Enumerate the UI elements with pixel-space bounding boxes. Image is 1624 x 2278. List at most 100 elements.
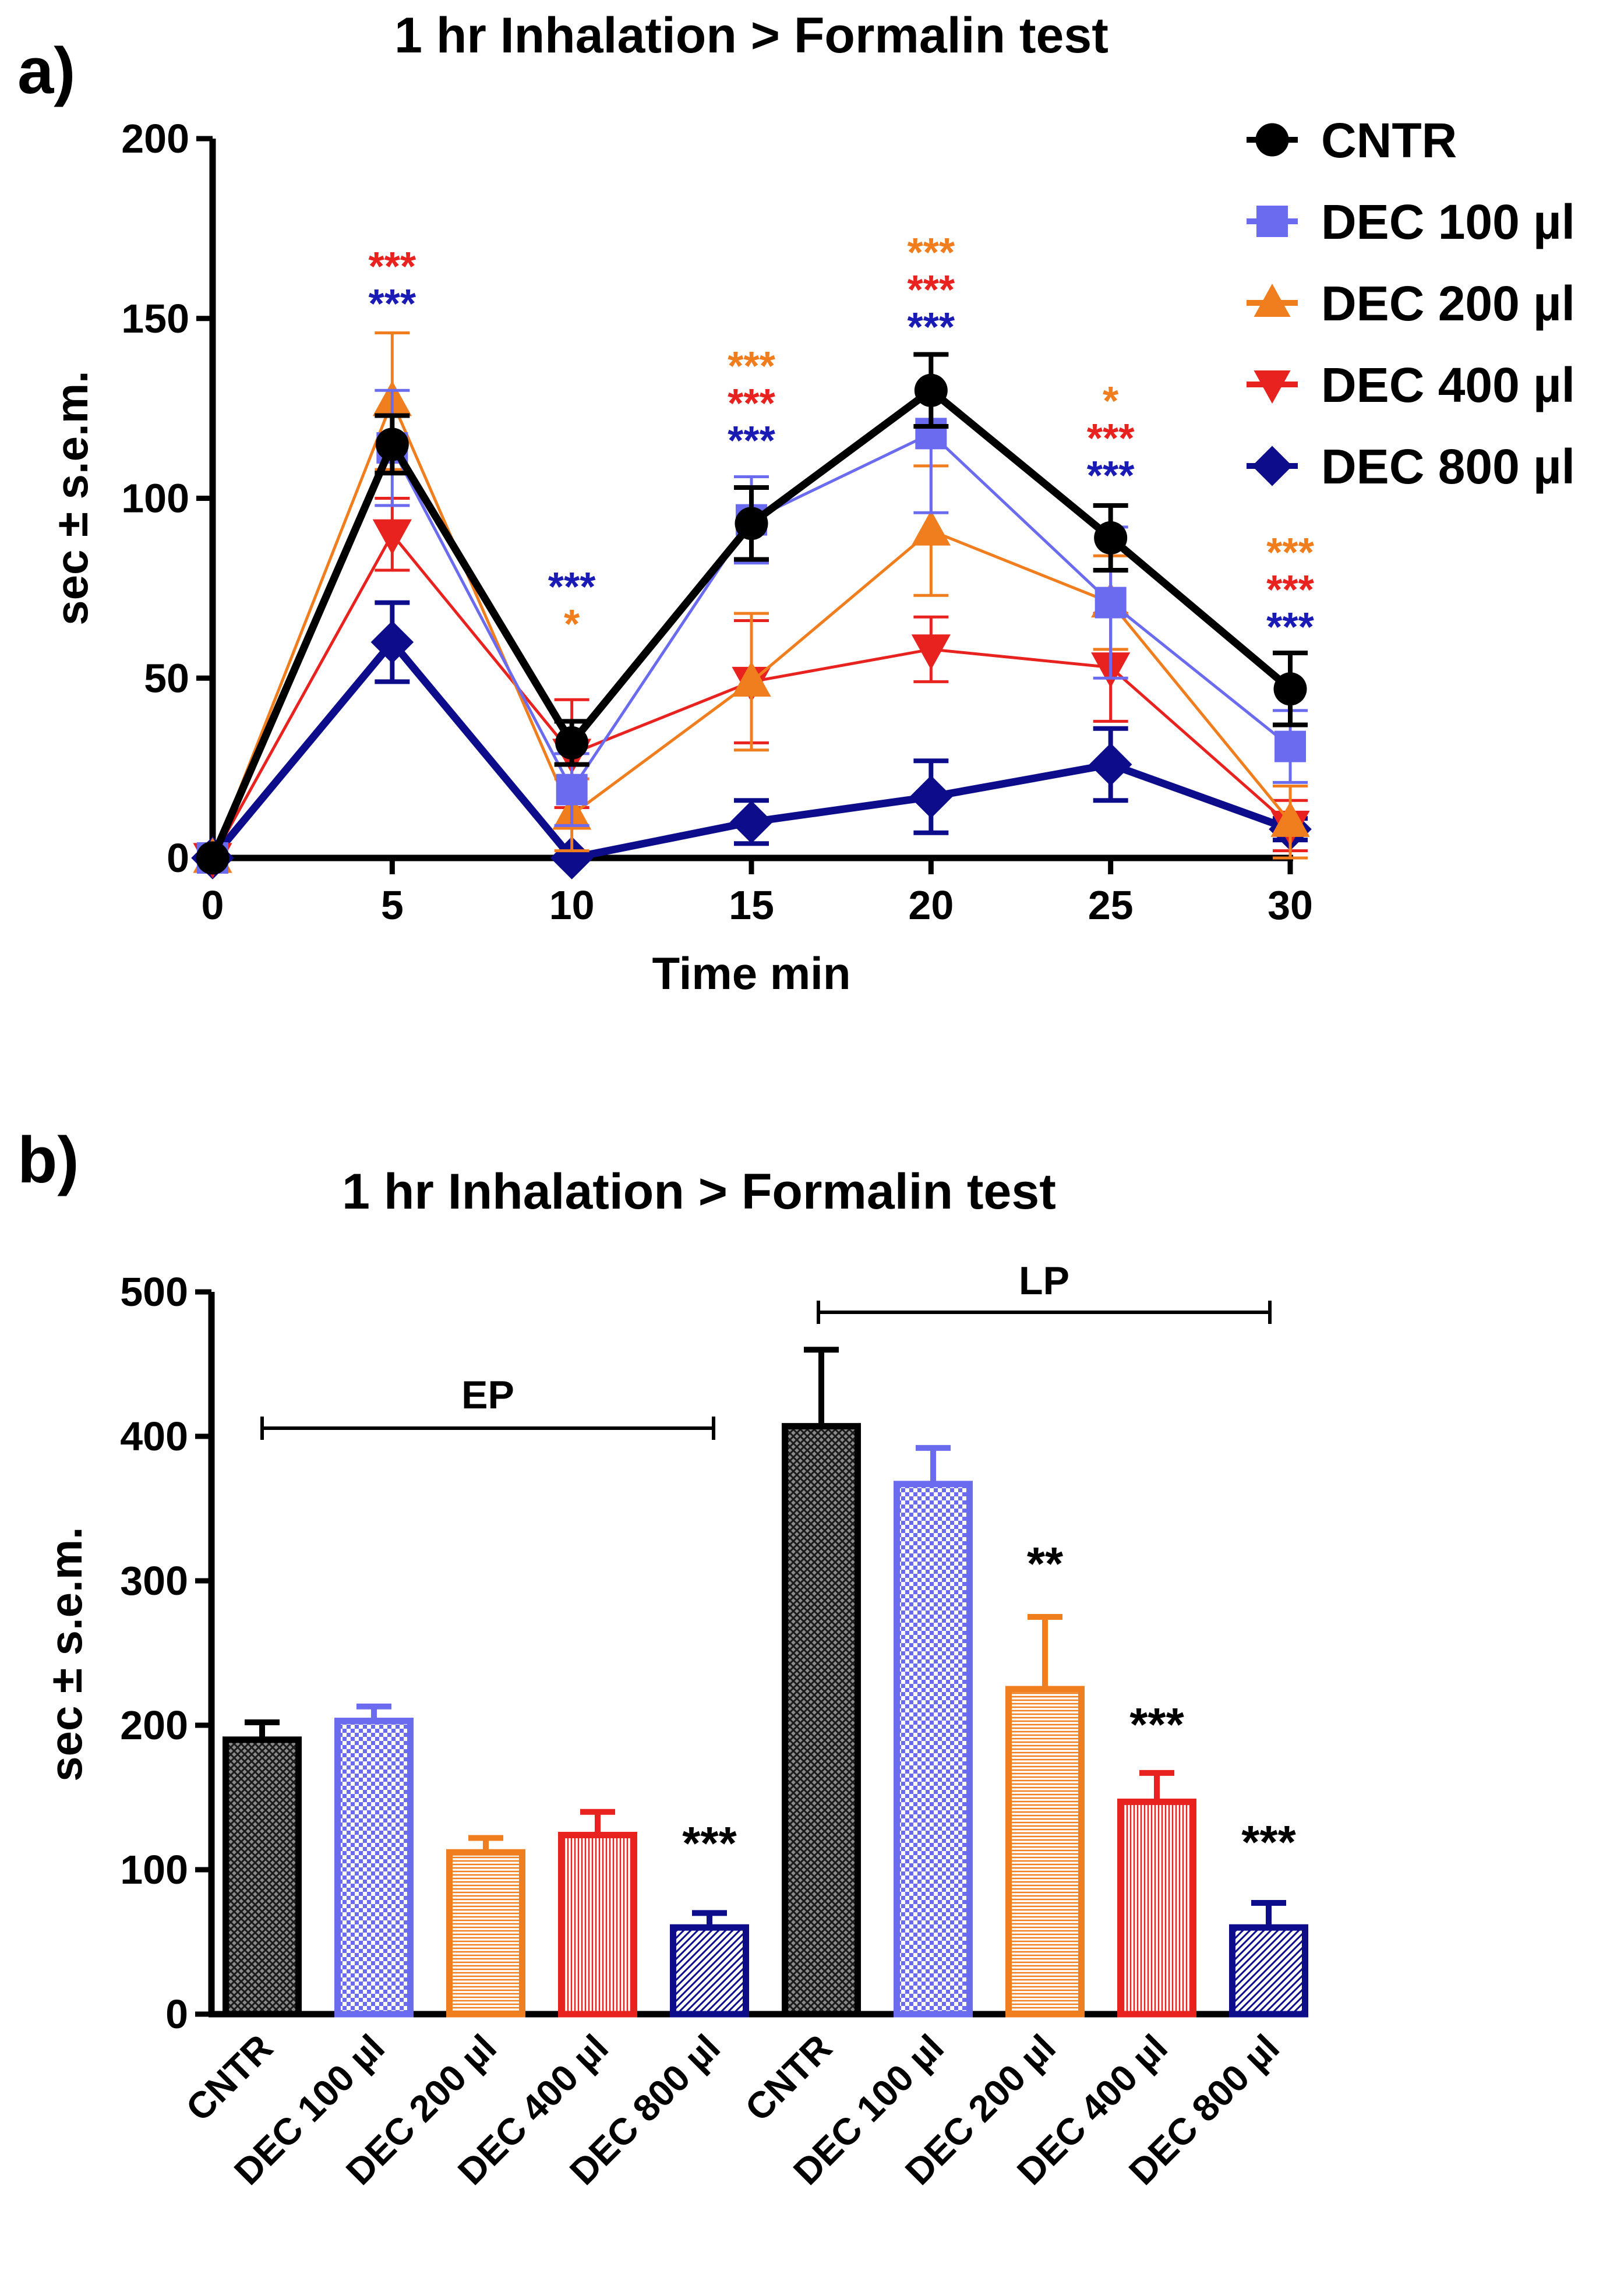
y-tick-label: 500 xyxy=(120,1269,188,1315)
data-point xyxy=(730,800,773,844)
legend-label: DEC 100 µl xyxy=(1321,195,1575,249)
bar-group xyxy=(894,1445,973,2018)
legend-marker xyxy=(1254,370,1291,404)
data-point xyxy=(1089,743,1132,786)
bar-group: *** xyxy=(1117,1698,1196,2018)
data-point xyxy=(911,634,951,670)
panel-a-y-label: sec ± s.e.m. xyxy=(46,370,97,625)
data-point xyxy=(555,726,589,760)
data-point xyxy=(1275,730,1306,762)
group-bracket: EP xyxy=(260,1373,715,1440)
legend-item: CNTR xyxy=(1247,113,1457,168)
data-point xyxy=(1095,587,1127,619)
data-point xyxy=(914,373,948,407)
significance-stars: *** xyxy=(1129,1698,1184,1750)
data-point xyxy=(909,775,953,818)
panel-b-group-brackets: EP LP xyxy=(260,1259,1272,1440)
data-point xyxy=(1094,521,1128,555)
panel-a-x-label: Time min xyxy=(652,948,851,999)
significance-stars: *** xyxy=(1266,529,1314,575)
legend-item: DEC 400 µl xyxy=(1247,358,1575,412)
bar xyxy=(1005,1686,1085,2018)
y-tick-label: 200 xyxy=(121,116,189,161)
panel-a-series xyxy=(191,331,1312,880)
y-tick-label: 150 xyxy=(121,296,189,341)
significance-stars: *** xyxy=(1266,604,1314,649)
significance-stars: *** xyxy=(368,281,416,326)
legend-marker xyxy=(1254,284,1291,317)
bar xyxy=(334,1718,414,2018)
legend: CNTR DEC 100 µl DEC 200 µl DEC 400 µl DEC 80… xyxy=(1247,113,1575,494)
legend-item: DEC 800 µl xyxy=(1247,439,1575,494)
bar xyxy=(894,1481,973,2018)
significance-stars: *** xyxy=(728,380,775,426)
x-tick-label: 5 xyxy=(381,882,404,928)
series-cntr xyxy=(196,352,1308,875)
bar xyxy=(223,1736,302,2018)
panel-a-y-ticks: 0 50 100 150 200 xyxy=(121,116,213,881)
panel-a-significance: ****************************************… xyxy=(368,229,1314,649)
legend-label: DEC 400 µl xyxy=(1321,358,1575,412)
y-tick-label: 300 xyxy=(120,1558,188,1604)
legend-marker xyxy=(1255,123,1289,157)
y-tick-label: 200 xyxy=(120,1703,188,1748)
significance-stars: *** xyxy=(1241,1816,1296,1868)
legend-marker xyxy=(1252,446,1293,486)
legend-label: DEC 800 µl xyxy=(1321,439,1575,494)
panel-a-x-ticks: 0 5 10 15 20 25 30 xyxy=(202,858,1313,928)
x-tick-label: 20 xyxy=(908,882,954,928)
bar-group xyxy=(334,1703,414,2018)
panel-b-bars: *********** xyxy=(223,1347,1308,2018)
bar-group: ** xyxy=(1005,1538,1085,2018)
x-tick-label: 30 xyxy=(1268,882,1313,928)
significance-stars: * xyxy=(1103,378,1119,423)
bar xyxy=(446,1849,525,2018)
significance-stars: *** xyxy=(1087,453,1135,498)
bar-group xyxy=(782,1347,861,2018)
y-tick-label: 400 xyxy=(120,1414,188,1459)
panel-a-title: 1 hr Inhalation > Formalin test xyxy=(394,8,1108,63)
legend-item: DEC 100 µl xyxy=(1247,195,1575,249)
significance-stars: ** xyxy=(1027,1538,1064,1590)
bar-group xyxy=(223,1719,302,2018)
x-tick-label: 15 xyxy=(729,882,774,928)
significance-stars: *** xyxy=(728,418,775,463)
bracket-label: EP xyxy=(461,1373,514,1417)
data-point xyxy=(735,507,768,541)
data-point xyxy=(370,620,414,664)
significance-stars: *** xyxy=(907,229,955,275)
data-point xyxy=(196,841,230,875)
significance-stars: *** xyxy=(907,304,955,349)
significance-stars: *** xyxy=(1266,567,1314,612)
group-bracket: LP xyxy=(817,1259,1272,1324)
y-tick-label: 100 xyxy=(121,476,189,521)
data-point xyxy=(375,428,409,461)
panel-b-y-label: sec ± s.e.m. xyxy=(40,1527,91,1781)
bar-group: *** xyxy=(1229,1816,1308,2018)
panel-b-title: 1 hr Inhalation > Formalin test xyxy=(342,1164,1056,1220)
category-label: CNTR xyxy=(178,2026,281,2129)
x-tick-label: 0 xyxy=(202,882,224,928)
significance-stars: *** xyxy=(1087,415,1135,461)
category-label: CNTR xyxy=(737,2026,840,2129)
significance-stars: *** xyxy=(368,243,416,289)
panel-b-y-ticks: 0 100 200 300 400 500 xyxy=(120,1269,211,2037)
x-tick-label: 25 xyxy=(1088,882,1134,928)
data-point xyxy=(1273,672,1307,706)
bar xyxy=(782,1423,861,2018)
panel-b-label: b) xyxy=(17,1124,79,1196)
x-tick-label: 10 xyxy=(549,882,595,928)
data-point xyxy=(372,519,412,555)
legend-label: DEC 200 µl xyxy=(1321,276,1575,331)
data-point xyxy=(1270,801,1310,837)
significance-stars: *** xyxy=(907,267,955,312)
bar xyxy=(1117,1798,1196,2018)
bar xyxy=(670,1924,749,2018)
y-tick-label: 100 xyxy=(120,1847,188,1892)
legend-label: CNTR xyxy=(1321,113,1457,168)
y-tick-label: 50 xyxy=(144,655,189,701)
data-point xyxy=(911,510,951,546)
bar-group: *** xyxy=(670,1817,749,2018)
